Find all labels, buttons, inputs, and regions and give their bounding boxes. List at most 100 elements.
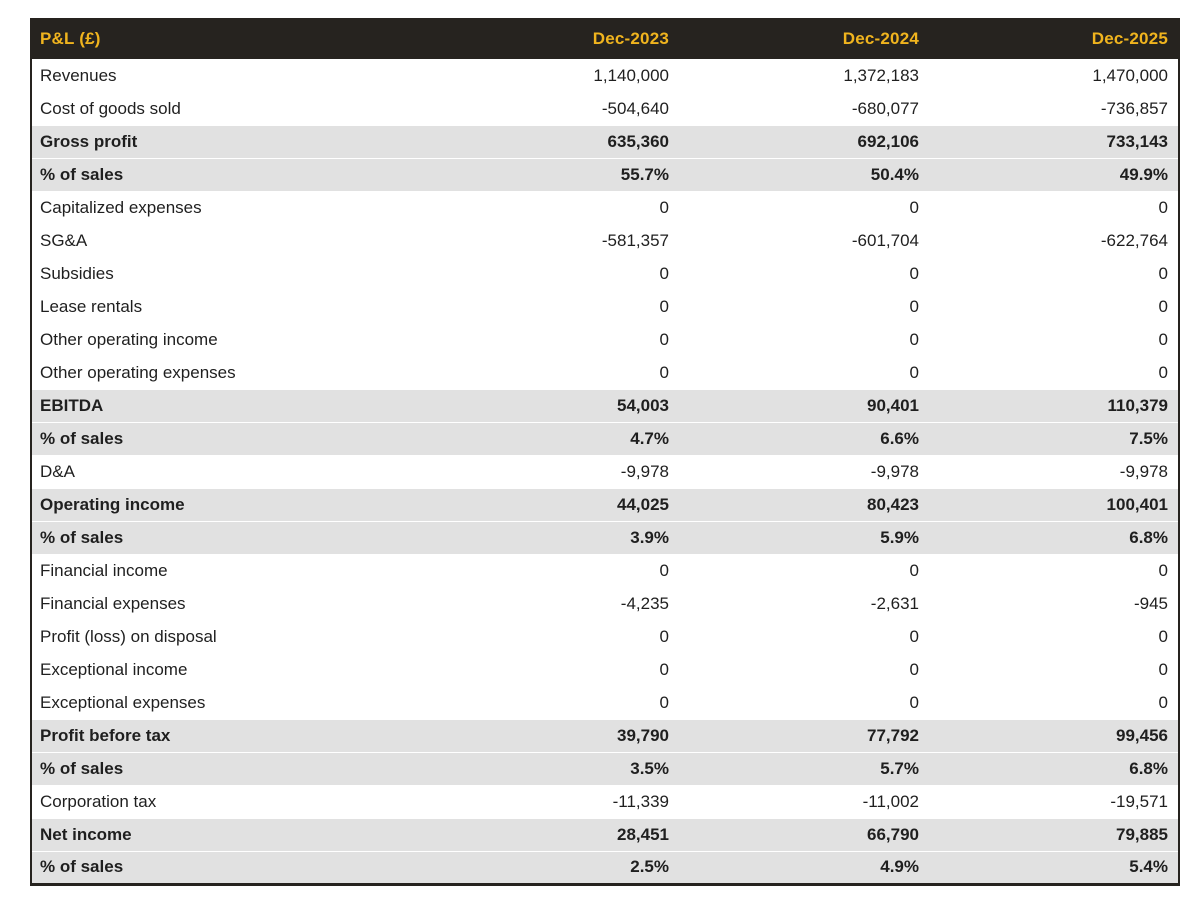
- table-row: EBITDA 54,003 90,401 110,379: [31, 389, 1179, 422]
- cell-value: 1,372,183: [679, 59, 929, 92]
- table-row: Profit before tax 39,790 77,792 99,456: [31, 719, 1179, 752]
- cell-value: 6.8%: [929, 521, 1179, 554]
- cell-value: 0: [929, 554, 1179, 587]
- table-row: Financial income 0 0 0: [31, 554, 1179, 587]
- cell-value: -581,357: [429, 224, 679, 257]
- cell-value: 692,106: [679, 125, 929, 158]
- table-row: % of sales 55.7% 50.4% 49.9%: [31, 158, 1179, 191]
- row-label: % of sales: [31, 851, 429, 884]
- table-row: Net income 28,451 66,790 79,885: [31, 818, 1179, 851]
- row-label: Lease rentals: [31, 290, 429, 323]
- table-body: Revenues 1,140,000 1,372,183 1,470,000 Cost …: [31, 59, 1179, 884]
- row-label: % of sales: [31, 158, 429, 191]
- cell-value: 28,451: [429, 818, 679, 851]
- cell-value: 0: [679, 323, 929, 356]
- table-row: Lease rentals 0 0 0: [31, 290, 1179, 323]
- cell-value: 0: [679, 290, 929, 323]
- row-label: Exceptional expenses: [31, 686, 429, 719]
- cell-value: 0: [679, 620, 929, 653]
- table-row: Gross profit 635,360 692,106 733,143: [31, 125, 1179, 158]
- row-label: SG&A: [31, 224, 429, 257]
- cell-value: 3.5%: [429, 752, 679, 785]
- cell-value: 0: [429, 323, 679, 356]
- row-label: Exceptional income: [31, 653, 429, 686]
- cell-value: 66,790: [679, 818, 929, 851]
- cell-value: 0: [429, 686, 679, 719]
- cell-value: 99,456: [929, 719, 1179, 752]
- cell-value: -9,978: [429, 455, 679, 488]
- cell-value: 0: [429, 653, 679, 686]
- cell-value: 49.9%: [929, 158, 1179, 191]
- cell-value: 0: [429, 290, 679, 323]
- row-label: Revenues: [31, 59, 429, 92]
- cell-value: 54,003: [429, 389, 679, 422]
- cell-value: 5.4%: [929, 851, 1179, 884]
- table-row: Exceptional income 0 0 0: [31, 653, 1179, 686]
- cell-value: 5.7%: [679, 752, 929, 785]
- table-row: % of sales 4.7% 6.6% 7.5%: [31, 422, 1179, 455]
- cell-value: 0: [929, 653, 1179, 686]
- row-label: Capitalized expenses: [31, 191, 429, 224]
- cell-value: -2,631: [679, 587, 929, 620]
- cell-value: 0: [679, 356, 929, 389]
- table-row: D&A -9,978 -9,978 -9,978: [31, 455, 1179, 488]
- row-label: % of sales: [31, 752, 429, 785]
- cell-value: -4,235: [429, 587, 679, 620]
- row-label: Profit before tax: [31, 719, 429, 752]
- cell-value: 39,790: [429, 719, 679, 752]
- cell-value: 0: [429, 620, 679, 653]
- cell-value: 6.8%: [929, 752, 1179, 785]
- column-header-dec-2023: Dec-2023: [429, 18, 679, 59]
- cell-value: 79,885: [929, 818, 1179, 851]
- cell-value: 0: [679, 653, 929, 686]
- cell-value: 4.7%: [429, 422, 679, 455]
- cell-value: 6.6%: [679, 422, 929, 455]
- cell-value: 0: [679, 686, 929, 719]
- table-row: Revenues 1,140,000 1,372,183 1,470,000: [31, 59, 1179, 92]
- row-label: Cost of goods sold: [31, 92, 429, 125]
- cell-value: -11,339: [429, 785, 679, 818]
- cell-value: 0: [679, 191, 929, 224]
- table-row: Corporation tax -11,339 -11,002 -19,571: [31, 785, 1179, 818]
- table-row: Cost of goods sold -504,640 -680,077 -736,8…: [31, 92, 1179, 125]
- cell-value: 0: [429, 191, 679, 224]
- row-label: Operating income: [31, 488, 429, 521]
- cell-value: -601,704: [679, 224, 929, 257]
- pnl-table: P&L (£) Dec-2023 Dec-2024 Dec-2025 Reven…: [30, 18, 1180, 886]
- row-label: % of sales: [31, 521, 429, 554]
- table-title: P&L (£): [31, 18, 429, 59]
- cell-value: -9,978: [679, 455, 929, 488]
- cell-value: 100,401: [929, 488, 1179, 521]
- cell-value: 0: [929, 323, 1179, 356]
- cell-value: 80,423: [679, 488, 929, 521]
- row-label: Net income: [31, 818, 429, 851]
- cell-value: -19,571: [929, 785, 1179, 818]
- table-row: Operating income 44,025 80,423 100,401: [31, 488, 1179, 521]
- cell-value: -945: [929, 587, 1179, 620]
- row-label: Subsidies: [31, 257, 429, 290]
- row-label: Financial income: [31, 554, 429, 587]
- column-header-dec-2025: Dec-2025: [929, 18, 1179, 59]
- cell-value: 77,792: [679, 719, 929, 752]
- table-row: Financial expenses -4,235 -2,631 -945: [31, 587, 1179, 620]
- cell-value: 0: [679, 257, 929, 290]
- row-label: EBITDA: [31, 389, 429, 422]
- cell-value: 3.9%: [429, 521, 679, 554]
- cell-value: -622,764: [929, 224, 1179, 257]
- cell-value: 1,470,000: [929, 59, 1179, 92]
- cell-value: 90,401: [679, 389, 929, 422]
- cell-value: 0: [929, 620, 1179, 653]
- table-row: Subsidies 0 0 0: [31, 257, 1179, 290]
- cell-value: -736,857: [929, 92, 1179, 125]
- table-row: Capitalized expenses 0 0 0: [31, 191, 1179, 224]
- row-label: Other operating expenses: [31, 356, 429, 389]
- cell-value: 0: [429, 356, 679, 389]
- row-label: D&A: [31, 455, 429, 488]
- cell-value: 4.9%: [679, 851, 929, 884]
- cell-value: 635,360: [429, 125, 679, 158]
- cell-value: 0: [429, 257, 679, 290]
- cell-value: 5.9%: [679, 521, 929, 554]
- cell-value: 0: [429, 554, 679, 587]
- cell-value: 110,379: [929, 389, 1179, 422]
